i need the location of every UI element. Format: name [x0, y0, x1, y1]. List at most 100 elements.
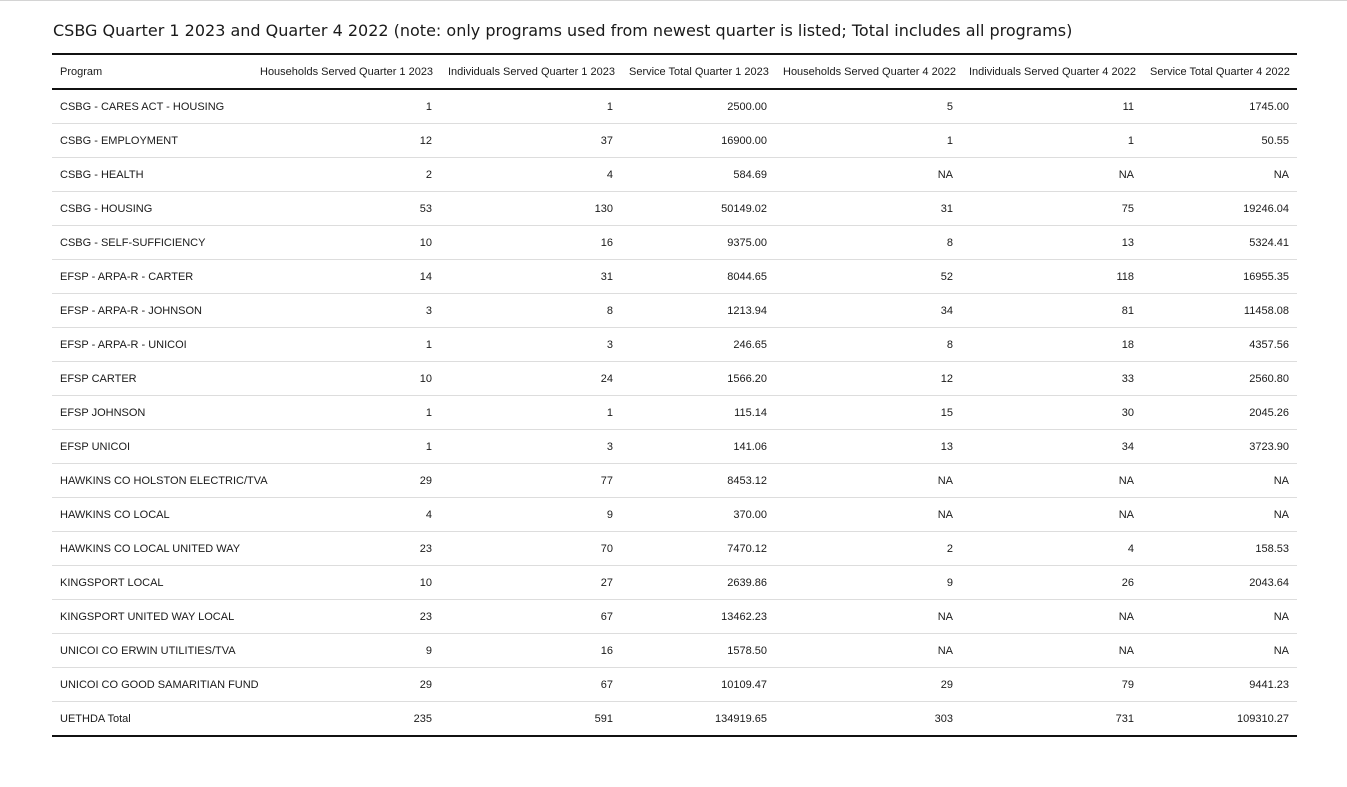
cell-households-q4-2022: NA — [775, 633, 961, 668]
cell-program: CSBG - HEALTH — [52, 157, 252, 192]
cell-households-q4-2022: 8 — [775, 327, 961, 362]
cell-individuals-q4-2022: 1 — [961, 123, 1142, 158]
cell-program: UNICOI CO ERWIN UTILITIES/TVA — [52, 633, 252, 668]
cell-program: KINGSPORT LOCAL — [52, 565, 252, 600]
table-total-row: UETHDA Total 235 591 134919.65 303 731 109310.… — [52, 701, 1297, 737]
cell-households-q4-2022: 5 — [775, 89, 961, 124]
cell-service-total-q4-2022: 5324.41 — [1142, 225, 1297, 260]
cell-service-total-q4-2022: NA — [1142, 497, 1297, 532]
cell-households-q1-2023: 14 — [252, 259, 440, 294]
cell-service-total-q4-2022: 1745.00 — [1142, 89, 1297, 124]
cell-service-total-q1-2023: 8453.12 — [621, 463, 775, 498]
cell-individuals-q1-2023: 130 — [440, 191, 621, 226]
cell-program: EFSP UNICOI — [52, 429, 252, 464]
cell-individuals-q1-2023: 3 — [440, 429, 621, 464]
cell-households-q1-2023: 29 — [252, 667, 440, 702]
table-row: UNICOI CO ERWIN UTILITIES/TVA 9 16 1578.50 N… — [52, 633, 1297, 668]
cell-service-total-q1-2023: 9375.00 — [621, 225, 775, 260]
cell-service-total-q4-2022: 9441.23 — [1142, 667, 1297, 702]
column-header-individuals-q4-2022[interactable]: Individuals Served Quarter 4 2022 — [969, 65, 1136, 78]
cell-households-q1-2023: 3 — [252, 293, 440, 328]
cell-service-total-q4-2022: 2560.80 — [1142, 361, 1297, 396]
cell-households-q1-2023: 9 — [252, 633, 440, 668]
table-row: HAWKINS CO HOLSTON ELECTRIC/TVA 29 77 8453.… — [52, 463, 1297, 498]
cell-service-total-q4-2022: 109310.27 — [1142, 701, 1297, 737]
cell-service-total-q1-2023: 16900.00 — [621, 123, 775, 158]
cell-individuals-q4-2022: NA — [961, 157, 1142, 192]
table-row: CSBG - SELF-SUFFICIENCY 10 16 9375.00 8 13 532… — [52, 225, 1297, 260]
cell-service-total-q4-2022: 19246.04 — [1142, 191, 1297, 226]
cell-individuals-q4-2022: 75 — [961, 191, 1142, 226]
cell-service-total-q1-2023: 1213.94 — [621, 293, 775, 328]
cell-households-q1-2023: 1 — [252, 327, 440, 362]
cell-individuals-q1-2023: 77 — [440, 463, 621, 498]
cell-individuals-q1-2023: 16 — [440, 633, 621, 668]
cell-service-total-q4-2022: 3723.90 — [1142, 429, 1297, 464]
cell-households-q1-2023: 1 — [252, 395, 440, 430]
cell-service-total-q1-2023: 1566.20 — [621, 361, 775, 396]
cell-households-q1-2023: 10 — [252, 565, 440, 600]
cell-individuals-q1-2023: 31 — [440, 259, 621, 294]
cell-households-q1-2023: 10 — [252, 361, 440, 396]
cell-individuals-q1-2023: 24 — [440, 361, 621, 396]
cell-program: EFSP CARTER — [52, 361, 252, 396]
cell-households-q4-2022: NA — [775, 463, 961, 498]
table-row: EFSP - ARPA-R - CARTER 14 31 8044.65 52 118 16… — [52, 259, 1297, 294]
cell-service-total-q4-2022: 50.55 — [1142, 123, 1297, 158]
cell-households-q1-2023: 23 — [252, 531, 440, 566]
cell-individuals-q4-2022: 30 — [961, 395, 1142, 430]
table-row: EFSP JOHNSON 1 1 115.14 15 30 2045.26 — [52, 395, 1297, 430]
column-header-program[interactable]: Program — [60, 65, 103, 78]
table-row: EFSP - ARPA-R - UNICOI 1 3 246.65 8 18 4357.56 — [52, 327, 1297, 362]
table-row: EFSP UNICOI 1 3 141.06 13 34 3723.90 — [52, 429, 1297, 464]
column-header-service-total-q4-2022[interactable]: Service Total Quarter 4 2022 — [1150, 65, 1290, 78]
cell-households-q4-2022: 34 — [775, 293, 961, 328]
cell-service-total-q4-2022: 158.53 — [1142, 531, 1297, 566]
cell-households-q4-2022: 15 — [775, 395, 961, 430]
cell-households-q1-2023: 235 — [252, 701, 440, 737]
cell-individuals-q4-2022: 13 — [961, 225, 1142, 260]
cell-program: HAWKINS CO LOCAL UNITED WAY — [52, 531, 252, 566]
cell-service-total-q1-2023: 584.69 — [621, 157, 775, 192]
cell-individuals-q4-2022: NA — [961, 633, 1142, 668]
table-row: UNICOI CO GOOD SAMARITIAN FUND 29 67 10109.… — [52, 667, 1297, 702]
cell-service-total-q1-2023: 10109.47 — [621, 667, 775, 702]
cell-households-q1-2023: 53 — [252, 191, 440, 226]
cell-households-q1-2023: 29 — [252, 463, 440, 498]
table-row: CSBG - HOUSING 53 130 50149.02 31 75 19246.04 — [52, 191, 1297, 226]
cell-individuals-q4-2022: 26 — [961, 565, 1142, 600]
cell-program: HAWKINS CO LOCAL — [52, 497, 252, 532]
column-header-service-total-q1-2023[interactable]: Service Total Quarter 1 2023 — [629, 65, 769, 78]
table-header-row: Program Households Served Quarter 1 2023… — [52, 54, 1297, 89]
table-row: HAWKINS CO LOCAL UNITED WAY 23 70 7470.12 2 4… — [52, 531, 1297, 566]
cell-households-q1-2023: 4 — [252, 497, 440, 532]
table-body: CSBG - CARES ACT - HOUSING 1 1 2500.00 5 11 17… — [52, 89, 1297, 737]
cell-households-q4-2022: 9 — [775, 565, 961, 600]
cell-households-q4-2022: 29 — [775, 667, 961, 702]
cell-service-total-q1-2023: 8044.65 — [621, 259, 775, 294]
column-header-individuals-q1-2023[interactable]: Individuals Served Quarter 1 2023 — [448, 65, 615, 78]
cell-individuals-q1-2023: 9 — [440, 497, 621, 532]
cell-households-q1-2023: 1 — [252, 429, 440, 464]
column-header-households-q1-2023[interactable]: Households Served Quarter 1 2023 — [260, 65, 434, 78]
table-row: HAWKINS CO LOCAL 4 9 370.00 NA NA NA — [52, 497, 1297, 532]
table-row: KINGSPORT LOCAL 10 27 2639.86 9 26 2043.64 — [52, 565, 1297, 600]
cell-households-q4-2022: 2 — [775, 531, 961, 566]
cell-individuals-q4-2022: 4 — [961, 531, 1142, 566]
cell-households-q4-2022: 31 — [775, 191, 961, 226]
page-title: CSBG Quarter 1 2023 and Quarter 4 2022 (… — [53, 21, 1073, 40]
cell-individuals-q1-2023: 4 — [440, 157, 621, 192]
cell-households-q1-2023: 10 — [252, 225, 440, 260]
cell-service-total-q4-2022: NA — [1142, 633, 1297, 668]
table-row: KINGSPORT UNITED WAY LOCAL 23 67 13462.23 NA… — [52, 599, 1297, 634]
column-header-households-q4-2022[interactable]: Households Served Quarter 4 2022 — [783, 65, 957, 78]
cell-service-total-q4-2022: NA — [1142, 599, 1297, 634]
table-row: CSBG - HEALTH 2 4 584.69 NA NA NA — [52, 157, 1297, 192]
cell-households-q4-2022: NA — [775, 497, 961, 532]
cell-households-q4-2022: 12 — [775, 361, 961, 396]
cell-individuals-q1-2023: 37 — [440, 123, 621, 158]
cell-individuals-q1-2023: 70 — [440, 531, 621, 566]
cell-service-total-q1-2023: 246.65 — [621, 327, 775, 362]
cell-individuals-q4-2022: 81 — [961, 293, 1142, 328]
cell-program: CSBG - SELF-SUFFICIENCY — [52, 225, 252, 260]
